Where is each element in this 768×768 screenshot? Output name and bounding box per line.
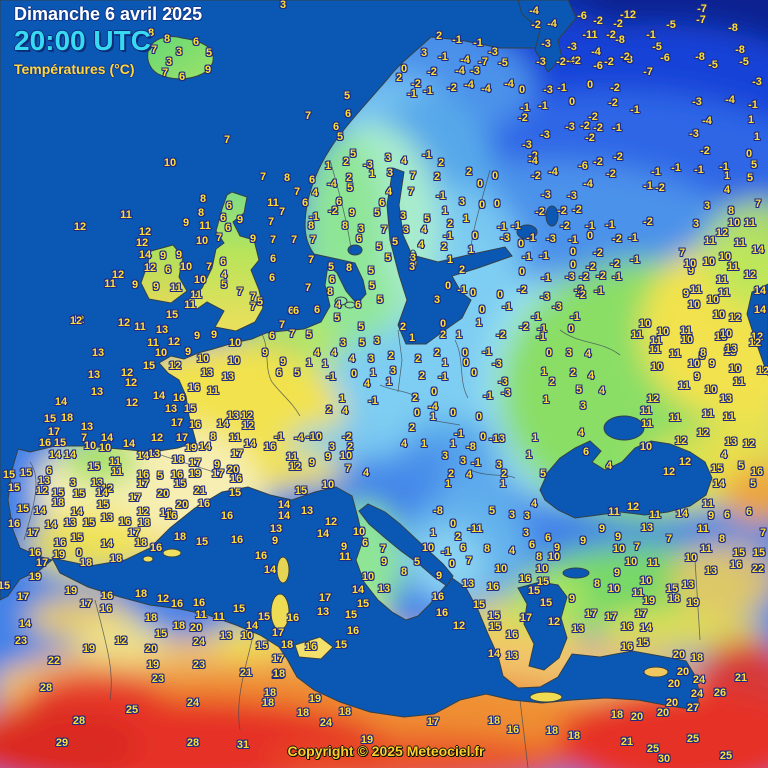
sicily	[294, 636, 334, 660]
map-date: Dimanche 6 avril 2025	[14, 4, 203, 24]
lake-onega	[545, 205, 559, 227]
crete	[529, 691, 563, 703]
copyright-text: Copyright © 2025 Meteociel.fr	[287, 743, 485, 759]
great-britain	[187, 191, 264, 332]
map-subtitle: Températures (°C)	[14, 61, 135, 77]
islands	[140, 36, 669, 703]
ireland	[140, 244, 188, 304]
sea-shapes	[0, 0, 768, 718]
zealand	[334, 296, 348, 306]
baltic-sea	[386, 167, 513, 345]
sardinia	[270, 593, 290, 631]
country-borders	[23, 159, 701, 768]
lake-vanern	[347, 244, 363, 256]
sea-of-marmara	[562, 567, 590, 579]
atlantic-north-sea	[0, 0, 560, 601]
aegean-sea	[517, 581, 568, 671]
mediterranean-sea	[51, 486, 700, 718]
corsica	[276, 556, 290, 584]
cyprus	[643, 666, 669, 678]
white-sea	[517, 0, 577, 73]
black-sea	[539, 440, 713, 519]
adriatic-sea	[358, 503, 454, 587]
gotland	[408, 249, 418, 271]
iceland	[147, 36, 214, 80]
sea-of-azov	[603, 415, 645, 441]
map-time: 20:00 UTC	[14, 25, 151, 56]
caspian-sea	[746, 283, 768, 377]
mallorca	[162, 548, 182, 558]
lake-ladoga	[516, 224, 538, 240]
funen	[344, 301, 356, 309]
map-header: Dimanche 6 avril 2025 20:00 UTC Températ…	[14, 4, 202, 77]
ibiza	[142, 555, 154, 563]
